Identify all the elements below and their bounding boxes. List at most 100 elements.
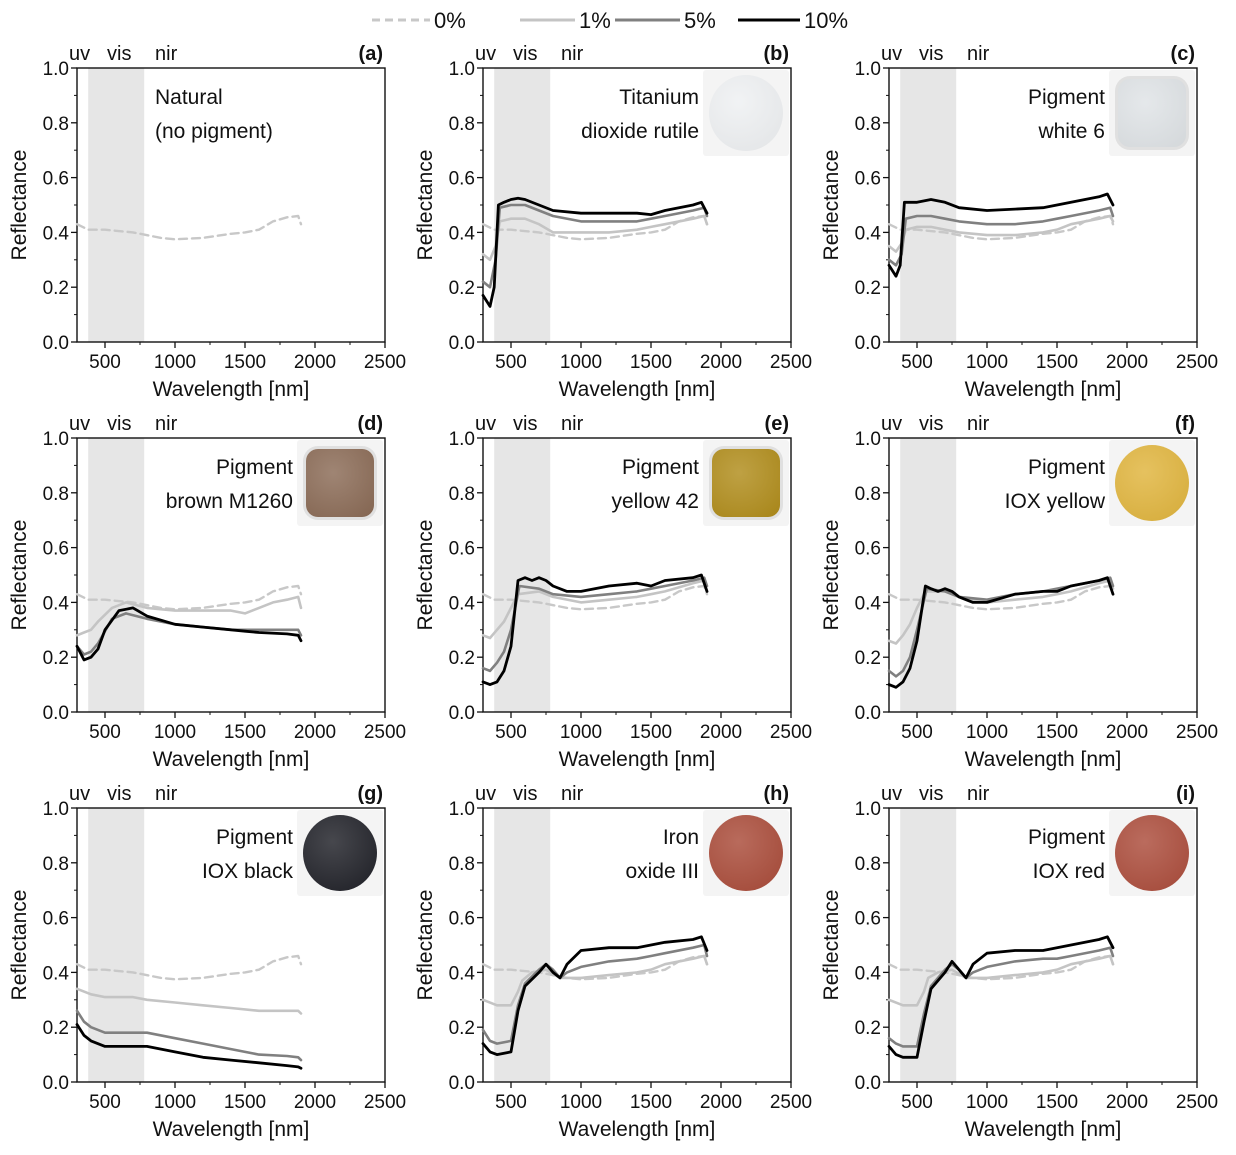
series-line-10pct <box>75 606 303 662</box>
y-tick-label: 1.0 <box>855 59 881 80</box>
y-tick-label: 0.4 <box>43 963 70 984</box>
legend: 0% 1% 5% 10% <box>372 8 848 33</box>
panel-tag: (i) <box>1176 783 1195 805</box>
y-tick-label: 0.2 <box>855 278 881 299</box>
y-tick-label: 1.0 <box>449 429 475 450</box>
x-tick-label: 2500 <box>770 352 812 373</box>
series-line-10pct <box>887 192 1115 278</box>
y-tick-label: 0.0 <box>449 333 475 354</box>
region-label-nir: nir <box>967 783 990 805</box>
legend-item: 5% <box>615 8 716 33</box>
y-tick-label: 0.6 <box>855 539 881 560</box>
x-axis-label: Wavelength [nm] <box>559 378 716 401</box>
red-oxide-disc <box>703 810 789 896</box>
panel-title-line: Pigment <box>622 456 699 479</box>
y-tick-label: 0.2 <box>449 648 475 669</box>
chart-svg: uv vis nir (a) 500 1000 1500 2000 2500 0.0 0.2 0.4 0… <box>8 43 406 401</box>
panel-title-line: Pigment <box>216 456 293 479</box>
series-line-0pct <box>75 584 303 611</box>
swatch-sample <box>1115 815 1189 891</box>
series-line-1pct <box>481 954 709 1007</box>
chart-panel-b: uv vis nir (b) 500 1000 1500 2000 2500 0.0 0.2 0.4 0… <box>406 40 818 410</box>
x-tick-label: 1500 <box>1036 722 1078 743</box>
x-tick-label: 500 <box>495 1092 527 1113</box>
yellow-pigment-disc <box>1109 440 1195 526</box>
swatch-sample <box>709 815 783 891</box>
y-tick-label: 0.2 <box>449 278 475 299</box>
visible-band <box>88 68 145 342</box>
y-tick-label: 0.6 <box>449 909 475 930</box>
x-tick-label: 2500 <box>1176 352 1218 373</box>
chart-panel-g: uv vis nir (g) 500 1000 1500 2000 2500 0.0 0.2 0.4 0… <box>0 780 412 1150</box>
x-tick-label: 1500 <box>1036 352 1078 373</box>
y-tick-label: 0.4 <box>43 593 70 614</box>
x-tick-label: 1500 <box>630 722 672 743</box>
x-axis-label: Wavelength [nm] <box>153 748 310 771</box>
swatch-sample <box>303 815 377 891</box>
y-axis-label: Reflectance <box>8 890 31 1001</box>
region-label-uv: uv <box>881 783 902 805</box>
swatch-sample <box>306 449 374 517</box>
x-tick-label: 2500 <box>770 722 812 743</box>
x-tick-label: 1000 <box>154 1092 196 1113</box>
x-tick-label: 1500 <box>630 1092 672 1113</box>
y-tick-label: 1.0 <box>43 429 69 450</box>
series-line-0pct <box>75 214 303 241</box>
legend-item: 10% <box>738 8 848 33</box>
chart-panel-i: uv vis nir (i) 500 1000 1500 2000 2500 0.0 0.2 0.4 0… <box>812 780 1224 1150</box>
y-axis-label: Reflectance <box>8 520 31 631</box>
y-tick-label: 0.8 <box>43 114 69 135</box>
brown-pigment-square <box>297 440 383 526</box>
region-label-nir: nir <box>967 43 990 65</box>
panel-title-line: Natural <box>155 86 223 109</box>
visible-band <box>900 68 957 342</box>
region-label-vis: vis <box>107 43 131 65</box>
y-tick-label: 0.6 <box>855 169 881 190</box>
visible-band <box>88 438 145 712</box>
x-tick-label: 2000 <box>1106 352 1148 373</box>
y-tick-label: 1.0 <box>43 799 69 820</box>
panel-title-line: white 6 <box>1037 120 1105 143</box>
y-axis-label: Reflectance <box>820 150 843 261</box>
y-tick-label: 1.0 <box>449 59 475 80</box>
x-tick-label: 1000 <box>560 1092 602 1113</box>
region-label-vis: vis <box>513 43 537 65</box>
region-label-nir: nir <box>155 43 178 65</box>
panel-tag: (g) <box>357 783 383 805</box>
panel-title-line: Pigment <box>1028 456 1105 479</box>
y-tick-label: 0.4 <box>449 593 476 614</box>
x-tick-label: 2500 <box>364 352 406 373</box>
x-tick-label: 2000 <box>294 1092 336 1113</box>
y-axis-label: Reflectance <box>414 150 437 261</box>
region-label-nir: nir <box>967 413 990 435</box>
x-tick-label: 2500 <box>1176 722 1218 743</box>
panel-title-line: IOX black <box>202 860 294 883</box>
y-axis-label: Reflectance <box>8 150 31 261</box>
y-tick-label: 0.4 <box>855 593 882 614</box>
region-label-vis: vis <box>513 783 537 805</box>
region-label-uv: uv <box>475 43 496 65</box>
region-label-nir: nir <box>561 413 584 435</box>
y-tick-label: 0.8 <box>855 114 881 135</box>
x-tick-label: 2500 <box>770 1092 812 1113</box>
y-tick-label: 0.6 <box>43 169 69 190</box>
x-tick-label: 1000 <box>966 352 1008 373</box>
region-label-uv: uv <box>881 43 902 65</box>
y-tick-label: 0.4 <box>855 223 882 244</box>
series-line-10pct <box>481 573 709 686</box>
x-tick-label: 2000 <box>700 722 742 743</box>
legend-label: 5% <box>684 8 716 33</box>
y-tick-label: 0.6 <box>43 539 69 560</box>
region-label-vis: vis <box>107 783 131 805</box>
panel-tag: (e) <box>765 413 789 435</box>
y-tick-label: 0.2 <box>43 278 69 299</box>
chart-svg: uv vis nir (f) 500 1000 1500 2000 2500 0.0 0.2 0.4 0… <box>820 413 1218 771</box>
series-line-10pct <box>75 1023 303 1070</box>
y-tick-label: 0.0 <box>449 703 475 724</box>
legend-item: 0% <box>372 8 466 33</box>
x-tick-label: 1000 <box>560 352 602 373</box>
visible-band <box>88 808 145 1082</box>
y-tick-label: 0.6 <box>449 169 475 190</box>
chart-svg: uv vis nir (g) 500 1000 1500 2000 2500 0.0 0.2 0.4 0… <box>8 783 406 1141</box>
panel-tag: (c) <box>1171 43 1195 65</box>
